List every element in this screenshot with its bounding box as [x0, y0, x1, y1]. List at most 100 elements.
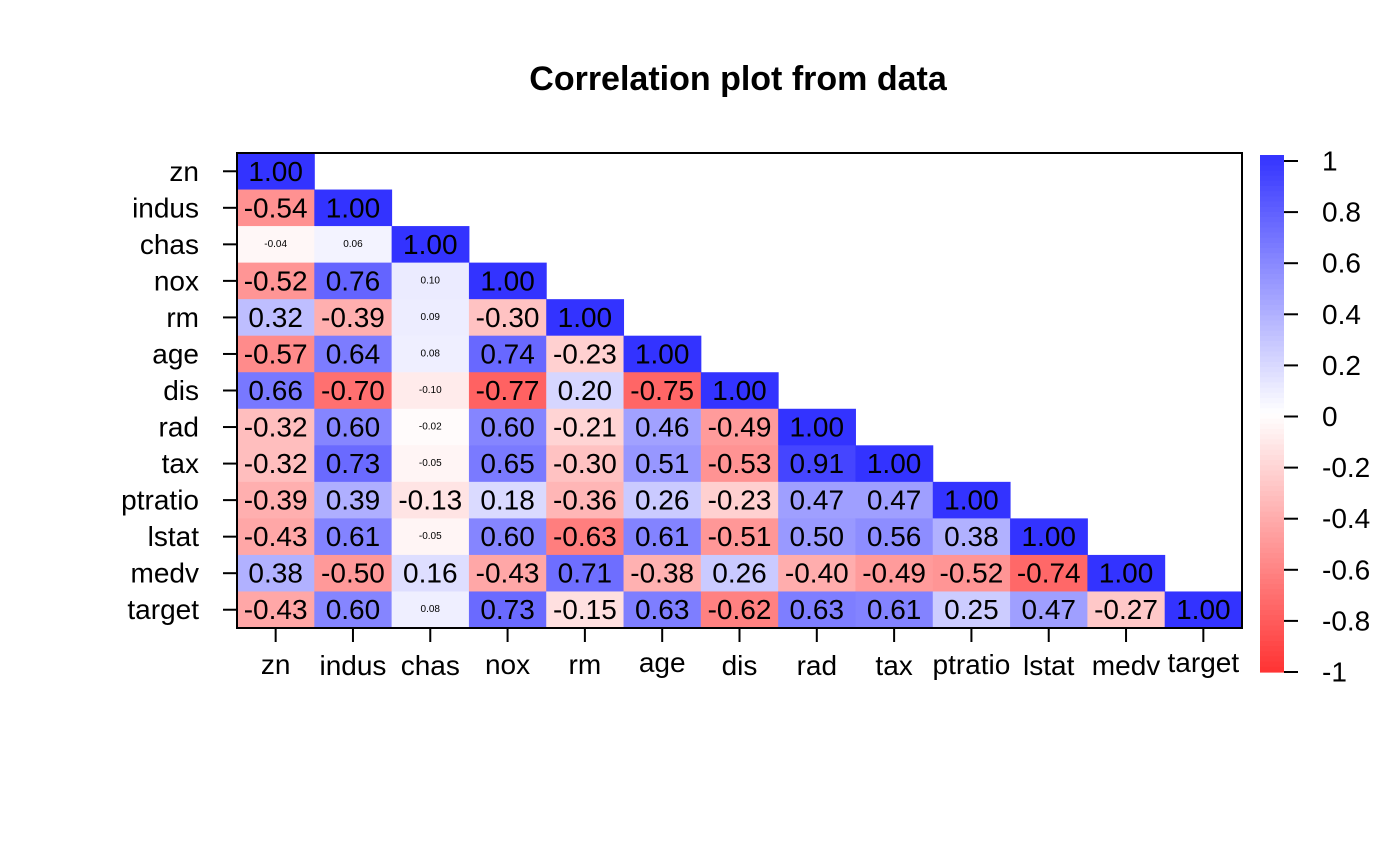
colorbar-segment — [1260, 413, 1284, 420]
colorbar-segment — [1260, 522, 1284, 528]
heatmap-cell-tax-tax — [855, 445, 934, 483]
heatmap-cell-tax-chas — [391, 445, 470, 483]
cell-label-medv-zn: 0.38 — [248, 558, 303, 589]
y-tick-label-age: age — [152, 338, 199, 369]
colorbar-segment — [1260, 573, 1284, 580]
colorbar-segment — [1260, 656, 1284, 663]
colorbar-segment — [1260, 423, 1284, 430]
heatmap-cell-chas-chas — [391, 226, 470, 264]
y-tick-label-dis: dis — [163, 375, 199, 406]
heatmap-cell-dis-dis — [700, 372, 779, 410]
colorbar-segment — [1260, 217, 1284, 223]
colorbar-segment — [1260, 191, 1284, 197]
colorbar-segment — [1260, 341, 1284, 347]
y-tick-label-nox: nox — [154, 265, 199, 296]
colorbar-segment — [1260, 392, 1284, 399]
cell-label-ptratio-indus: 0.39 — [326, 485, 381, 516]
colorbar-segment — [1260, 527, 1284, 534]
colorbar-segment — [1260, 248, 1284, 254]
heatmap-cell-rad-nox — [468, 408, 547, 446]
heatmap-cell-ptratio-indus — [314, 481, 393, 519]
heatmap-cell-rad-chas — [391, 408, 470, 446]
x-tick-label-rad: rad — [797, 650, 837, 681]
heatmap-cell-nox-zn — [237, 262, 315, 300]
heatmap-cell-rm-chas — [391, 299, 470, 337]
cell-label-rad-age: 0.46 — [635, 412, 690, 443]
x-tick-label-chas: chas — [401, 650, 460, 681]
heatmap-cell-ptratio-chas — [391, 481, 470, 519]
colorbar-segment — [1260, 449, 1284, 456]
heatmap-cell-rad-rad — [778, 408, 856, 446]
cell-label-medv-age: -0.38 — [630, 558, 694, 589]
colorbar-segment — [1260, 170, 1284, 177]
cell-label-nox-zn: -0.52 — [244, 265, 308, 296]
colorbar-segment — [1260, 589, 1284, 596]
heatmap-cell-lstat-dis — [700, 518, 779, 556]
colorbar-segment — [1260, 377, 1284, 384]
colorbar-segment — [1260, 232, 1284, 239]
heatmap-cell-tax-rm — [546, 445, 625, 483]
colorbar-segment — [1260, 496, 1284, 502]
cell-label-rm-indus: -0.39 — [321, 302, 385, 333]
colorbar-segment — [1260, 651, 1284, 658]
colorbar-segment — [1260, 387, 1284, 394]
heatmap-cell-medv-zn — [237, 554, 315, 592]
colorbar-tick-label: 1 — [1322, 146, 1338, 177]
cell-label-lstat-rm: -0.63 — [553, 521, 617, 552]
colorbar-segment — [1260, 635, 1284, 642]
colorbar-segment — [1260, 268, 1284, 275]
cell-label-rad-chas: -0.02 — [419, 422, 442, 433]
cell-label-rad-rad: 1.00 — [790, 412, 845, 443]
heatmap-cell-tax-dis — [700, 445, 779, 483]
colorbar-segment — [1260, 382, 1284, 389]
cell-label-medv-nox: -0.43 — [476, 558, 540, 589]
cell-label-rad-dis: -0.49 — [708, 412, 772, 443]
heatmap-cell-rad-rm — [546, 408, 625, 446]
heatmap-cell-lstat-chas — [391, 518, 470, 556]
heatmap-cell-age-rm — [546, 335, 625, 373]
cell-label-age-age: 1.00 — [635, 338, 690, 369]
colorbar-segment — [1260, 201, 1284, 208]
cell-label-age-nox: 0.74 — [480, 338, 535, 369]
cell-label-medv-indus: -0.50 — [321, 558, 385, 589]
colorbar-tick-label: -0.6 — [1322, 554, 1370, 585]
x-axis: zn indus chas nox rm age dis rad tax ptratio lstat… — [261, 628, 1239, 681]
cell-label-medv-lstat: -0.74 — [1017, 558, 1081, 589]
cell-label-ptratio-nox: 0.18 — [480, 485, 535, 516]
cell-label-ptratio-rad: 0.47 — [790, 485, 845, 516]
x-tick-label-rm: rm — [569, 649, 602, 680]
colorbar-segment — [1260, 578, 1284, 585]
colorbar-segment — [1260, 279, 1284, 285]
colorbar-segment — [1260, 330, 1284, 337]
heatmap-cell-ptratio-dis — [700, 481, 779, 519]
cell-label-target-rad: 0.63 — [790, 594, 845, 625]
heatmap-cells: 1.00 -0.54 1.00 -0.04 0.06 1.00 -0.52 0.76 0.10 1… — [237, 153, 1243, 629]
heatmap-cell-target-zn — [237, 591, 315, 629]
colorbar-segment — [1260, 547, 1284, 554]
cell-label-dis-dis: 1.00 — [712, 375, 767, 406]
colorbar-segment — [1260, 320, 1284, 327]
colorbar-segment — [1260, 222, 1284, 228]
heatmap-cell-rm-rm — [546, 299, 625, 337]
heatmap-cell-target-nox — [468, 591, 547, 629]
cell-label-target-nox: 0.73 — [480, 594, 535, 625]
cell-label-rad-nox: 0.60 — [480, 412, 535, 443]
cell-label-rm-chas: 0.09 — [421, 312, 441, 323]
colorbar-segment — [1260, 155, 1284, 161]
colorbar-segment — [1260, 346, 1284, 353]
cell-label-target-target: 1.00 — [1176, 594, 1231, 625]
colorbar-segment — [1260, 186, 1284, 192]
heatmap-cell-target-chas — [391, 591, 470, 629]
colorbar-segment — [1260, 408, 1284, 415]
cell-label-medv-medv: 1.00 — [1099, 558, 1154, 589]
cell-label-ptratio-zn: -0.39 — [244, 485, 308, 516]
heatmap-cell-medv-chas — [391, 554, 470, 592]
heatmap-cell-age-age — [623, 335, 702, 373]
colorbar-tick-label: -0.4 — [1322, 503, 1370, 534]
heatmap-cell-target-rad — [778, 591, 856, 629]
colorbar-tick-label: -1 — [1322, 657, 1347, 688]
heatmap-cell-ptratio-rm — [546, 481, 625, 519]
heatmap-cell-tax-zn — [237, 445, 315, 483]
heatmap-cell-indus-zn — [237, 189, 315, 227]
heatmap-cell-age-zn — [237, 335, 315, 373]
